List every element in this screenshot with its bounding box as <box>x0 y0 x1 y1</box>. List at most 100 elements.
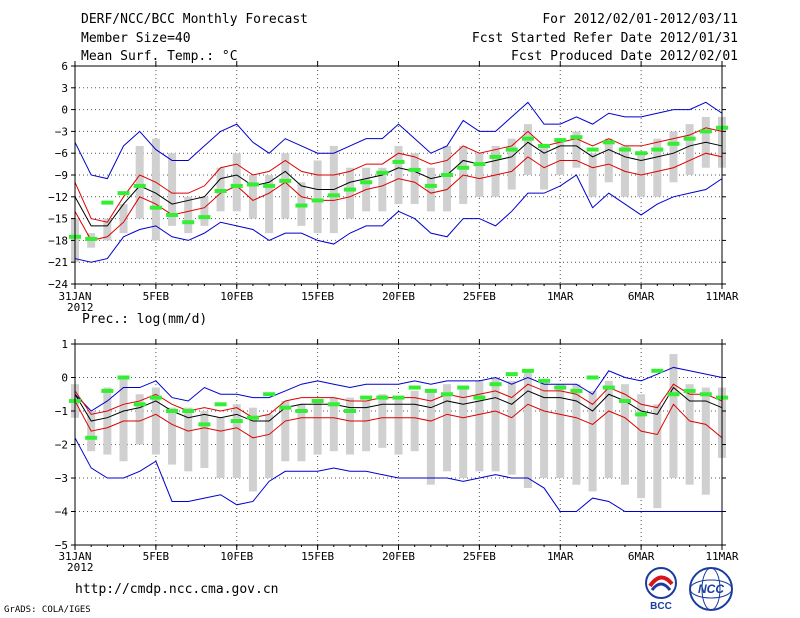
series-min-line <box>74 437 722 512</box>
climatology-marker <box>521 368 534 373</box>
spread-box <box>184 196 193 234</box>
climatology-marker <box>214 188 227 193</box>
series-max-line <box>74 366 723 412</box>
spread-box <box>475 380 484 472</box>
climatology-marker <box>376 170 389 175</box>
climatology-marker <box>360 180 373 185</box>
source-url[interactable]: http://cmdp.ncc.cma.gov.cn <box>75 582 279 597</box>
climatology-marker <box>149 395 162 400</box>
spread-box <box>184 407 193 472</box>
climatology-marker <box>360 395 373 400</box>
y-tick-label: −6 <box>55 147 68 160</box>
precip-panel-label: Prec.: log(mm/d) <box>82 312 207 327</box>
spread-box <box>378 394 387 448</box>
forecast-start-date: Fcst Started Refer Date 2012/01/31 <box>471 31 738 46</box>
y-tick-label: 3 <box>61 82 68 95</box>
spread-box <box>443 384 452 472</box>
y-tick-label: −5 <box>55 539 68 552</box>
climatology-marker <box>246 415 259 420</box>
y-tick-label: −18 <box>48 234 68 247</box>
climatology-marker <box>473 162 486 167</box>
spread-box <box>491 145 500 197</box>
spread-box <box>394 397 403 455</box>
spread-box <box>265 414 274 478</box>
climatology-marker <box>683 136 696 141</box>
spread-box <box>313 400 322 455</box>
climatology-marker <box>538 143 551 148</box>
climatology-marker <box>343 409 356 413</box>
spread-box <box>265 175 274 234</box>
climatology-marker <box>279 178 292 183</box>
member-size-label: Member Size=40 <box>81 31 191 46</box>
spread-box <box>151 138 160 241</box>
climatology-marker <box>133 183 146 188</box>
chart-title: DERF/NCC/BCC Monthly Forecast <box>81 12 308 27</box>
spread-box <box>103 387 112 455</box>
x-tick-label: 1MAR <box>547 290 574 303</box>
spread-box <box>281 400 290 462</box>
ncc-logo: NCC <box>689 567 733 611</box>
spread-box <box>410 390 419 452</box>
climatology-marker <box>149 205 162 210</box>
spread-box <box>329 397 338 452</box>
series-mean-line <box>74 386 723 422</box>
climatology-marker <box>651 368 664 373</box>
spread-box <box>297 404 306 462</box>
x-tick-label: 6MAR <box>628 290 655 303</box>
spread-box <box>248 175 257 219</box>
spread-box <box>248 407 257 492</box>
spread-box <box>669 354 678 478</box>
bcc-logo: BCC <box>645 567 677 612</box>
spread-box <box>669 131 678 183</box>
variable-label: Mean Surf. Temp.: °C <box>81 49 238 64</box>
climatology-marker <box>327 402 340 407</box>
spread-box <box>135 394 144 445</box>
climatology-marker <box>311 398 324 403</box>
spread-box <box>232 153 241 212</box>
climatology-marker <box>505 372 518 377</box>
series-min-line <box>74 174 723 263</box>
spread-box <box>459 387 468 478</box>
climatology-marker <box>651 147 664 152</box>
spread-box <box>345 397 354 455</box>
y-tick-label: −1 <box>55 405 68 418</box>
y-tick-label: 0 <box>61 372 68 385</box>
climatology-marker <box>198 215 211 220</box>
x-year-label: 2012 <box>67 301 94 314</box>
climatology-marker <box>667 141 680 146</box>
climatology-marker <box>182 220 195 225</box>
spread-box <box>362 400 371 452</box>
climatology-marker <box>295 203 308 208</box>
spread-box <box>620 384 629 485</box>
spread-box <box>588 153 597 197</box>
climatology-marker <box>263 183 276 188</box>
x-tick-label: 11MAR <box>705 290 738 303</box>
bcc-logo-text: BCC <box>650 601 672 612</box>
climatology-marker <box>457 385 470 390</box>
climatology-marker <box>554 138 567 143</box>
climatology-marker <box>182 409 195 413</box>
climatology-marker <box>408 167 421 172</box>
climatology-marker <box>311 198 324 203</box>
ncc-logo-text: NCC <box>698 582 724 596</box>
climatology-marker <box>246 182 259 187</box>
spread-box <box>540 380 549 478</box>
climatology-marker <box>538 378 551 383</box>
spread-box <box>168 407 177 465</box>
spread-box <box>637 394 646 499</box>
spread-box <box>556 138 565 175</box>
x-tick-label: 25FEB <box>463 550 496 563</box>
x-tick-label: 25FEB <box>463 290 496 303</box>
climatology-marker <box>117 191 130 196</box>
climatology-marker <box>635 412 648 417</box>
y-tick-label: −9 <box>55 169 68 182</box>
spread-box <box>572 384 581 485</box>
climatology-marker <box>602 385 615 390</box>
x-tick-label: 5FEB <box>143 290 170 303</box>
climatology-marker <box>489 382 502 387</box>
x-tick-label: 10FEB <box>220 290 253 303</box>
x-year-label: 2012 <box>67 561 94 574</box>
spread-box <box>588 390 597 492</box>
